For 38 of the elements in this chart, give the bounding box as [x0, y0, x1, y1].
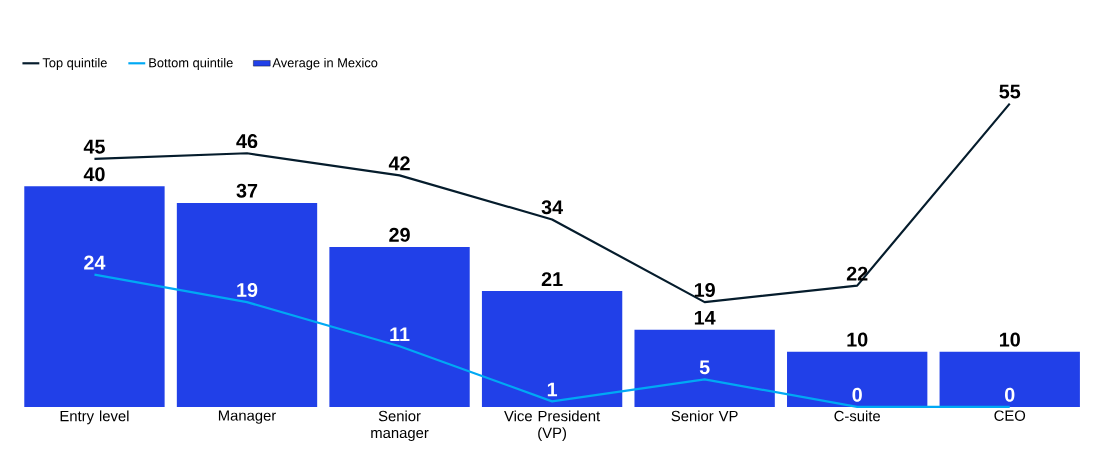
data-label: 45 [83, 139, 105, 154]
x-tick-label: Senior manager [371, 410, 429, 441]
bar [939, 351, 1080, 407]
data-label: 34 [541, 200, 563, 215]
x-tick-label: Vice President (VP) [504, 410, 601, 441]
x-tick-label: C-suite [834, 410, 881, 422]
data-label: 0 [1005, 387, 1015, 402]
bar [24, 186, 165, 407]
bar [787, 351, 928, 407]
bar [329, 246, 470, 407]
data-label: 19 [694, 282, 715, 297]
data-label: 10 [847, 332, 868, 347]
data-label: 21 [541, 271, 563, 286]
data-label: 46 [236, 133, 258, 148]
bar [176, 202, 318, 407]
data-label: 11 [390, 327, 410, 341]
data-label: 1 [547, 382, 558, 397]
data-label: 42 [388, 156, 410, 170]
data-label: 37 [236, 183, 258, 198]
legend-label: Bottom quintile [149, 57, 233, 70]
x-tick-label: Manager [218, 410, 276, 424]
data-label: 5 [699, 360, 710, 374]
bar [634, 329, 775, 407]
x-tick-label: Entry level [60, 410, 129, 424]
data-label: 24 [84, 255, 106, 270]
data-label: 10 [999, 332, 1020, 347]
data-label: 40 [83, 166, 105, 181]
data-label: 19 [237, 282, 258, 297]
bar [481, 290, 623, 407]
x-tick-label: Senior VP [671, 410, 738, 422]
legend-label: Top quintile [42, 57, 107, 70]
legend-label: Average in Mexico [272, 57, 378, 70]
data-label: 22 [846, 266, 868, 281]
data-label: 14 [694, 310, 716, 325]
data-label: 0 [852, 387, 862, 402]
data-label: 55 [999, 84, 1021, 99]
data-label: 29 [389, 227, 410, 242]
x-tick-label: CEO [994, 410, 1026, 421]
